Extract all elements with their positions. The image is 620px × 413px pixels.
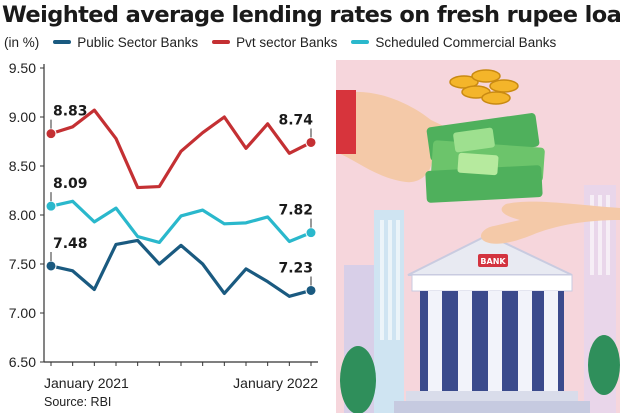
series-line-scb [49, 199, 313, 245]
legend-swatch-pvt [212, 40, 231, 44]
series-marker-public-end [305, 284, 317, 296]
building-windows [380, 195, 610, 340]
bank-entablature [411, 274, 573, 292]
series-marker-scb-end [305, 227, 317, 239]
series-marker-scb-start [45, 200, 57, 212]
bank-sign-text: BANK [480, 257, 506, 266]
series-marker-public-start [45, 260, 57, 272]
legend-swatch-public [53, 40, 72, 44]
series-marker-pvt-start [45, 128, 57, 140]
receiving-hand [480, 201, 620, 244]
legend-item-public: Public Sector Banks [53, 35, 198, 50]
y-tick-label-3: 8.00 [9, 207, 36, 223]
chart-title: Weighted average lending rates on fresh … [2, 2, 620, 28]
data-label-pvt-start: 8.83 [53, 104, 88, 120]
y-tick-label-6: 6.50 [9, 354, 36, 370]
bank-steps-bottom [394, 401, 590, 413]
x-axis: January 2021 January 2022 [44, 361, 318, 391]
legend-label-pvt: Pvt sector Banks [236, 34, 338, 50]
giving-cuff [336, 90, 356, 154]
legend-item-scb: Scheduled Commercial Banks [351, 35, 556, 50]
series-marker-pvt-end [305, 136, 317, 148]
bank-columns [428, 291, 558, 391]
x-tick-label-0: January 2021 [44, 375, 129, 391]
y-tick-label-2: 8.50 [9, 158, 36, 174]
y-tick-label-4: 7.50 [9, 256, 36, 272]
y-axis: 9.50 9.00 8.50 8.00 7.50 7.00 6.50 [9, 60, 45, 370]
y-tick-label-1: 9.00 [9, 109, 36, 125]
data-label-public-start: 7.48 [53, 236, 88, 252]
legend-swatch-scb [351, 40, 370, 44]
legend: (in %) Public Sector Banks Pvt sector Ba… [4, 33, 620, 51]
source-note: Source: RBI [44, 395, 112, 409]
legend-label-scb: Scheduled Commercial Banks [375, 34, 557, 50]
legend-item-pvt: Pvt sector Banks [212, 35, 337, 50]
series-line-pvt [49, 108, 313, 190]
bank-steps-top [406, 391, 578, 401]
legend-label-public: Public Sector Banks [77, 34, 199, 50]
data-label-public-end: 7.23 [278, 260, 313, 276]
data-label-pvt-end: 8.74 [278, 112, 313, 128]
giving-hand [336, 91, 459, 183]
series-line-public [49, 238, 313, 298]
x-tick-label-1: January 2022 [233, 375, 318, 391]
trees [340, 335, 620, 413]
y-tick-label-5: 7.00 [9, 305, 36, 321]
line-chart: 9.50 9.00 8.50 8.00 7.50 7.00 6.50 January 202… [9, 60, 318, 391]
bank-sign [478, 254, 508, 267]
data-label-scb-start: 8.09 [53, 176, 88, 192]
gold-coins [449, 69, 519, 105]
y-tick-label-0: 9.50 [9, 60, 36, 76]
series-group [45, 108, 317, 298]
unit-label: (in %) [4, 34, 40, 50]
data-label-scb-end: 7.82 [278, 203, 313, 219]
illustration: BANK [336, 60, 620, 413]
money-stack [425, 113, 545, 203]
data-labels: 7.48 7.23 8.83 8.74 8.09 7.82 [50, 104, 313, 286]
